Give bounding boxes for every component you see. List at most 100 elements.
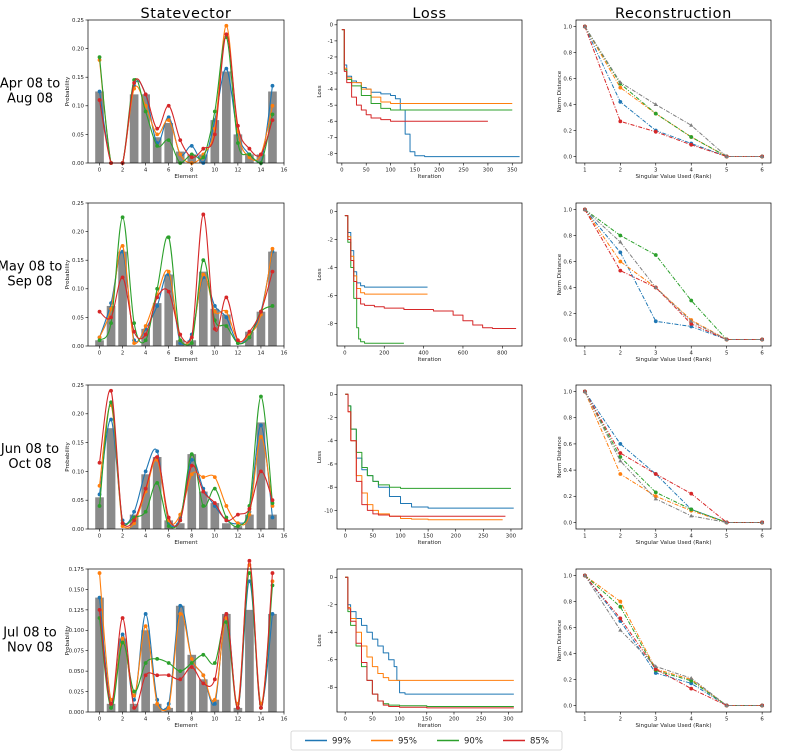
data-point [109,388,113,393]
data-point [178,152,183,157]
data-point [143,486,148,491]
reconstruction-y-tick-label: 1.0 [563,24,572,30]
data-point [189,463,194,468]
data-point [760,154,765,158]
data-point [224,504,229,508]
loss-x-tick-label: 100 [395,534,406,540]
statevector-x-tick-label: 12 [234,534,241,540]
data-point [178,332,183,337]
axes-frame [575,202,772,347]
x-axis-label: Singular Value Used (Rank) [635,723,711,729]
series-line-85% [98,33,273,164]
loss-x-tick-label: 300 [503,717,514,723]
data-point [582,389,587,394]
reconstruction-line-90% [584,391,763,523]
data-point [97,460,102,465]
statevector-y-tick-label: 0.175 [69,567,84,573]
loss-x-tick-label: 50 [369,534,376,540]
bar [152,137,162,163]
x-axis-label: Iteration [418,357,442,363]
data-point [689,513,694,518]
data-point [143,509,148,514]
data-point [259,394,263,399]
reconstruction-x-tick-label: 6 [760,351,764,357]
loss-y-tick-label: -6 [328,119,334,125]
data-point [689,681,694,686]
data-point [178,669,183,674]
reconstruction-y-tick-label: 0.0 [563,703,572,709]
data-point [618,85,623,90]
statevector-y-tick-label: 0.25 [72,18,84,24]
reconstruction-x-tick-label: 5 [725,168,728,174]
statevector-x-tick-label: 0 [98,168,102,174]
data-point [689,678,694,683]
statevector-y-tick-label: 0.075 [69,649,84,655]
data-point [689,142,694,147]
bar [187,654,197,712]
loss-x-tick-label: 800 [497,351,508,357]
data-point [155,701,160,706]
loss-y-tick-label: -2 [328,55,333,61]
bar [256,154,266,163]
data-point [259,152,263,157]
bar [164,274,174,346]
statevector-y-tick-label: 0.00 [72,161,85,167]
axes-frame [336,568,523,713]
loss-x-tick-label: 50 [369,717,376,723]
data-point [724,154,729,158]
data-point [618,472,623,476]
data-point [132,509,137,514]
statevector-x-tick-label: 12 [234,717,241,723]
reconstruction-x-tick-label: 6 [760,717,764,723]
loss-x-tick-label: 150 [422,717,433,723]
row-label: Jul 08 to [2,626,57,641]
data-point [143,673,148,678]
x-axis-label: Element [174,723,198,729]
data-point [224,324,229,328]
bar [222,314,231,346]
data-point [178,518,183,523]
reconstruction-panel-4: 1 2 3 4 5 6 0.0 0.2 0.4 0.6 0.8 1.0 Singular Value U… [557,568,772,729]
data-point [224,32,229,37]
reconstruction-x-tick-label: 6 [760,534,764,540]
data-point [689,298,694,303]
reconstruction-line-99% [584,391,763,523]
axes-frame [87,19,285,164]
data-point [143,469,148,474]
data-point [247,558,252,563]
statevector-panel-4: 0 2 4 6 8 10 12 14 16 0.000 0.025 0.050 0.075 0.100 0.… [65,558,288,729]
data-point [120,215,125,220]
data-point [224,612,229,616]
statevector-y-tick-label: 0.20 [72,230,85,236]
bar [164,707,174,712]
bar [256,422,266,529]
data-point [653,472,658,476]
data-point [653,285,658,289]
data-point [270,504,275,508]
data-point [155,673,160,678]
data-point [653,102,658,106]
data-point [653,111,658,116]
statevector-x-tick-label: 12 [234,168,241,174]
bar [95,91,104,163]
data-point [689,491,694,496]
bar [106,305,116,346]
data-point [97,98,102,102]
axes-frame [87,202,285,347]
bar [210,699,220,712]
data-point [212,486,217,491]
data-point [178,603,183,608]
data-point [155,455,160,459]
data-point [235,521,240,526]
reconstruction-x-tick-label: 6 [760,168,764,174]
y-axis-label: Loss [317,451,323,463]
column-title-0: Statevector [141,6,232,22]
data-point [247,329,252,334]
reconstruction-y-tick-label: 0.6 [563,442,572,448]
bar [141,328,150,346]
loss-y-tick-label: -7 [328,135,333,141]
data-point [582,24,587,28]
loss-line-90% [345,393,511,489]
loss-x-tick-label: 150 [423,534,434,540]
